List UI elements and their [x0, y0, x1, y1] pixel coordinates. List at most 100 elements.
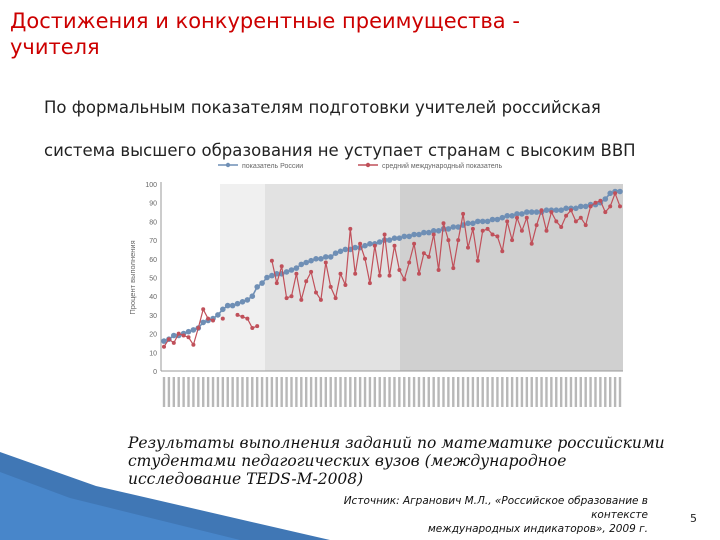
x-tick-label-mark	[452, 377, 455, 407]
international-point	[318, 297, 323, 302]
y-tick-label: 80	[149, 219, 157, 226]
international-point	[358, 241, 363, 246]
x-tick-label-mark	[300, 377, 303, 407]
x-tick-label-mark	[515, 377, 519, 407]
international-point	[402, 277, 407, 282]
international-point	[196, 326, 201, 330]
x-tick-label-mark	[206, 377, 210, 407]
russia-point	[484, 218, 491, 225]
x-tick-label-mark	[545, 377, 548, 407]
russia-point	[401, 233, 408, 240]
x-tick-label-mark	[373, 377, 377, 407]
international-point	[598, 198, 603, 203]
corner-decoration-accent	[0, 472, 240, 540]
x-tick-label-mark	[295, 377, 298, 407]
x-tick-label-mark	[280, 377, 283, 407]
international-point	[578, 215, 583, 220]
international-point	[186, 335, 191, 340]
international-point	[279, 264, 284, 269]
international-point	[328, 284, 333, 289]
international-point	[309, 269, 314, 274]
russia-point	[318, 255, 324, 262]
international-point	[289, 294, 294, 299]
y-tick-label: 100	[145, 182, 157, 189]
chart-caption: Результаты выполнения заданий по математ…	[128, 434, 665, 488]
international-point	[372, 243, 377, 248]
y-tick-label: 20	[149, 332, 157, 339]
x-tick-label-mark	[594, 377, 597, 407]
international-point	[363, 256, 367, 261]
x-tick-label-mark	[584, 377, 587, 407]
chart-band-mid	[265, 184, 400, 371]
x-tick-label-mark	[241, 377, 244, 407]
international-point	[466, 245, 470, 250]
x-tick-label-mark	[251, 377, 254, 407]
x-tick-label-mark	[236, 377, 239, 407]
international-point	[206, 316, 211, 321]
international-point	[397, 268, 402, 272]
russia-point	[229, 302, 236, 309]
russia-point	[352, 244, 359, 251]
y-tick-label: 0	[153, 369, 157, 376]
x-tick-label-mark	[510, 377, 514, 407]
slide-title: Достижения и конкурентные преимущества -…	[10, 9, 520, 59]
chart-plot: 0 10 20 30 40 50 60 70 80 90 100 Процент выполнения…	[128, 162, 623, 407]
international-point	[377, 273, 382, 278]
russia-point	[578, 203, 584, 210]
x-tick-label-mark	[618, 377, 622, 407]
x-tick-label-mark	[221, 377, 225, 407]
international-point	[284, 296, 289, 301]
series-line	[163, 307, 214, 348]
international-point	[564, 213, 569, 218]
x-tick-label-mark	[422, 377, 426, 407]
international-point	[593, 200, 598, 205]
russia-point	[327, 254, 334, 260]
russia-point	[504, 213, 511, 219]
russia-point	[435, 228, 442, 234]
international-point	[500, 249, 505, 254]
international-point	[441, 221, 446, 226]
russia-point	[391, 235, 398, 241]
x-tick-label-mark	[329, 377, 332, 407]
x-tick-label-mark	[363, 377, 367, 407]
x-tick-label-mark	[216, 377, 220, 407]
x-tick-label-mark	[496, 377, 499, 407]
international-point	[294, 271, 299, 276]
international-point	[554, 219, 559, 224]
russia-point	[416, 231, 422, 238]
x-tick-label-mark	[540, 377, 543, 407]
international-point	[338, 271, 343, 276]
international-point	[436, 268, 441, 272]
russia-point	[543, 207, 550, 213]
x-tick-label-mark	[211, 377, 215, 407]
russia-point	[489, 216, 496, 223]
russia-point	[161, 338, 167, 344]
x-tick-label-mark	[491, 377, 494, 407]
x-tick-label-mark	[555, 377, 558, 407]
international-point	[515, 215, 519, 220]
international-point	[475, 258, 480, 263]
slide-subtitle-line-2: система высшего образования не уступает …	[44, 141, 636, 160]
x-tick-label-mark	[574, 377, 578, 407]
international-point	[176, 331, 181, 336]
international-point	[431, 232, 436, 237]
x-tick-label-mark	[358, 377, 362, 407]
international-point	[382, 232, 387, 237]
x-tick-label-mark	[520, 377, 524, 407]
russia-point	[514, 211, 520, 217]
x-tick-label-mark	[559, 377, 563, 407]
international-point	[392, 243, 397, 248]
x-tick-label-mark	[481, 377, 484, 407]
russia-point	[171, 332, 177, 339]
international-point	[569, 208, 573, 213]
russia-point	[617, 188, 623, 195]
international-point	[323, 260, 328, 265]
russia-point	[573, 205, 579, 212]
international-point	[603, 210, 608, 215]
international-point	[250, 326, 255, 330]
russia-point	[313, 255, 319, 262]
international-point	[343, 283, 348, 287]
x-tick-label-mark	[324, 377, 328, 407]
x-tick-label-mark	[466, 377, 470, 407]
x-tick-label-mark	[437, 377, 440, 407]
